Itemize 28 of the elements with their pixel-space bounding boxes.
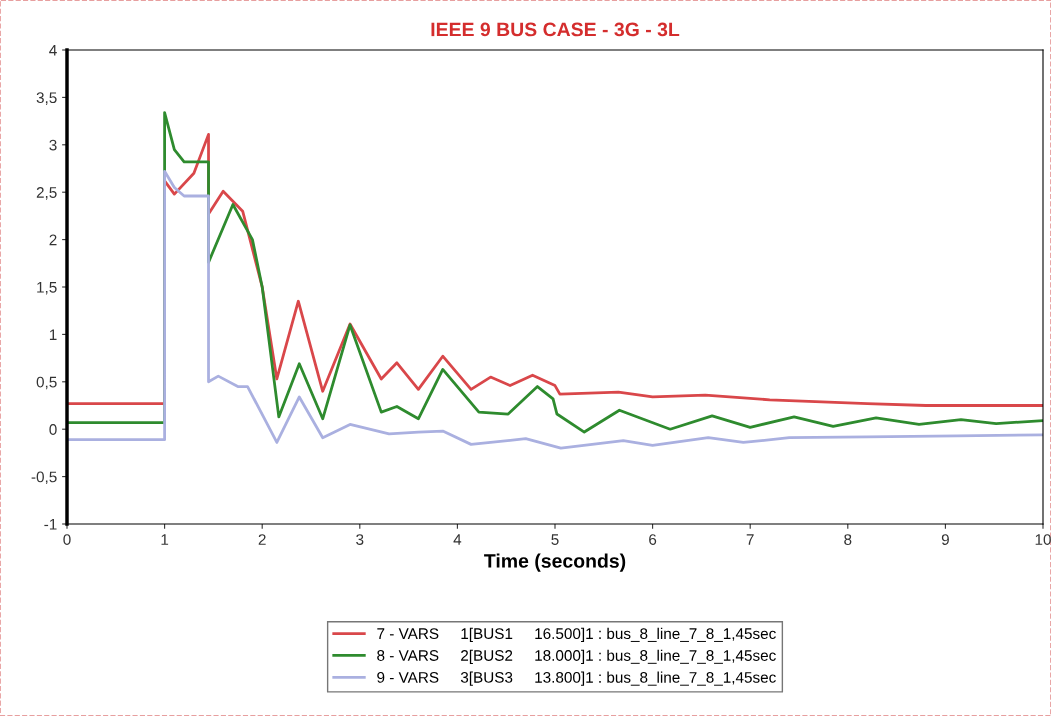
x-tick-label: 7 (746, 534, 754, 545)
x-tick-label: 6 (649, 534, 657, 545)
y-tick-label: 0,5 (36, 376, 57, 390)
legend-label: 7 - VARS 1[BUS1 16.500]1 : bus_8_line_7_8_1,45sec (377, 627, 776, 643)
x-tick-label: 0 (63, 534, 71, 545)
y-tick-label: 1 (49, 329, 57, 340)
x-tick-label: 2 (258, 534, 266, 545)
x-tick-label: 10 (1035, 534, 1051, 545)
y-tick-label: -1 (44, 519, 57, 530)
y-tick-label: 4 (49, 45, 57, 56)
x-axis-title: Time (seconds) (484, 553, 626, 572)
chart-title: IEEE 9 BUS CASE - 3G - 3L (431, 22, 680, 37)
y-tick-label: 2 (49, 234, 57, 246)
legend-label: 8 - VARS 2[BUS2 18.000]1 : bus_8_line_7_8_1,45sec (377, 649, 776, 664)
x-tick-label: 8 (844, 534, 852, 545)
x-tick-label: 5 (551, 534, 559, 545)
y-tick-label: 3 (49, 139, 57, 151)
legend-label: 9 - VARS 3[BUS3 13.800]1 : bus_8_line_7_8_1,45sec (377, 671, 776, 686)
y-tick-label: -0,5 (31, 471, 57, 485)
x-tick-label: 9 (941, 534, 949, 545)
x-tick-label: 1 (161, 534, 169, 545)
y-tick-label: 0 (49, 424, 57, 435)
y-tick-label: 1,5 (37, 282, 57, 295)
x-tick-label: 4 (453, 534, 462, 545)
y-tick-label: 3,5 (36, 92, 57, 105)
x-tick-label: 3 (356, 534, 364, 545)
y-tick-label: 2,5 (36, 187, 57, 200)
line-series (67, 169, 1043, 450)
